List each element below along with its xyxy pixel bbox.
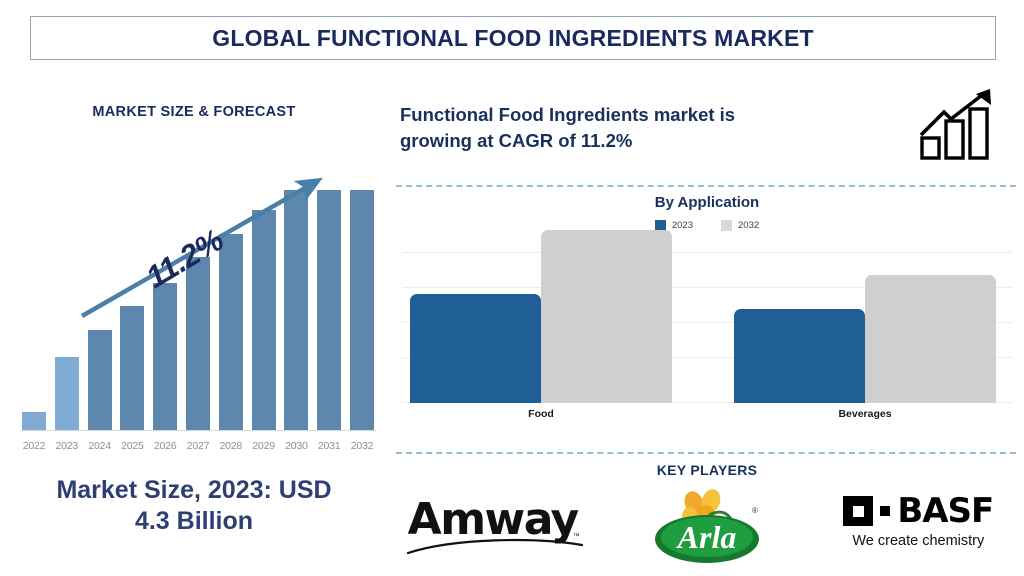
basf-tagline: We create chemistry (852, 533, 985, 549)
year-label: 2030 (285, 440, 308, 452)
bar-2023 (54, 357, 79, 430)
legend-label: 2032 (738, 220, 760, 231)
basf-mark-row: BASF (843, 491, 994, 531)
bar-2022 (22, 412, 46, 430)
amway-logo-icon: Amway ™ (406, 494, 586, 560)
grid-line (402, 252, 1012, 253)
cagr-headline-line-1: Functional Food Ingredients market is (400, 104, 736, 125)
basf-wordmark: BASF (897, 491, 994, 531)
bar-column (284, 190, 309, 430)
legend-label: 2023 (671, 220, 693, 231)
bar-2025 (120, 306, 145, 430)
year-label: 2024 (88, 440, 111, 452)
year-label: 2029 (252, 440, 275, 452)
year-label: 2025 (121, 440, 144, 452)
arla-mark-icon: Arla ® (654, 489, 759, 563)
arla-registered-mark: ® (752, 506, 758, 515)
bar-2024 (87, 330, 112, 430)
legend-swatch-icon (654, 220, 666, 231)
cagr-headline-line-2: growing at CAGR of 11.2% (400, 129, 633, 151)
bar-2029 (251, 210, 276, 430)
growth-bar-chart-arrow-icon (919, 89, 991, 160)
market-size-value: Market Size, 2023: USD 4.3 Billion (0, 475, 388, 536)
market-size-line-2: 4.3 Billion (134, 506, 254, 535)
basf-logo-icon: BASF We create chemistry (828, 494, 1008, 560)
bar-2026 (153, 283, 178, 430)
category-label-beverages: Beverages (838, 408, 892, 420)
arla-logo-icon: Arla ® (647, 487, 767, 567)
market-size-forecast-chart: 2022 2023 2024 2025 2026 2027 2028 2029 … (12, 170, 380, 460)
svg-text:Arla: Arla (676, 519, 737, 555)
logo-arla: Arla ® (601, 482, 812, 572)
bar-2028 (218, 234, 243, 430)
legend-item-2023: 2023 (654, 220, 693, 231)
basf-square-icon (843, 496, 874, 526)
bar-column (218, 190, 243, 430)
year-label: 2027 (186, 440, 210, 452)
bar-column (349, 190, 374, 430)
page-title-box: GLOBAL FUNCTIONAL FOOD INGREDIENTS MARKE… (30, 16, 996, 60)
key-players-logos: Amway ™ (390, 482, 1024, 572)
bar-group-food (410, 230, 672, 403)
bar-column (120, 190, 145, 430)
year-label: 2032 (350, 440, 374, 452)
year-label: 2031 (317, 440, 341, 452)
year-label: 2026 (153, 440, 177, 452)
forecast-bars (22, 190, 374, 430)
year-label: 2028 (219, 440, 243, 452)
bar-2027 (185, 257, 210, 430)
bar-beverages-2032 (865, 275, 996, 403)
divider-bottom (396, 452, 1016, 454)
bar-2032 (349, 190, 374, 430)
chart-baseline (20, 430, 376, 431)
bar-2030 (284, 190, 309, 430)
year-label: 2023 (55, 440, 79, 452)
market-size-forecast-panel: MARKET SIZE & FORECAST 2022 2023 2024 (0, 70, 388, 576)
legend-swatch-icon (721, 220, 732, 231)
cagr-headline: Functional Food Ingredients market is gr… (400, 102, 870, 153)
market-size-forecast-heading: MARKET SIZE & FORECAST (92, 104, 296, 120)
bar-column (153, 190, 178, 430)
logo-amway: Amway ™ (390, 482, 601, 572)
year-label: 2022 (22, 440, 46, 452)
amway-wordmark: Amway (407, 494, 580, 545)
amway-swoosh-icon (406, 538, 583, 555)
by-application-title: By Application (654, 194, 760, 211)
divider-top (396, 185, 1016, 187)
grid-line-baseline (402, 402, 1012, 403)
key-players-title: KEY PLAYERS (656, 462, 758, 478)
grid-line (402, 357, 1012, 358)
market-size-line-1: Market Size, 2023: USD (56, 476, 332, 504)
grid-line (402, 322, 1012, 323)
page-title: GLOBAL FUNCTIONAL FOOD INGREDIENTS MARKE… (212, 24, 814, 51)
bar-groups (402, 230, 1012, 403)
right-panel: Functional Food Ingredients market is gr… (390, 70, 1024, 576)
bar-group-beverages (734, 240, 996, 403)
year-axis-labels: 2022 2023 2024 2025 2026 2027 2028 2029 … (22, 440, 374, 452)
bar-2031 (317, 190, 342, 430)
basf-dot-icon (880, 506, 891, 516)
bar-column (54, 190, 79, 430)
amway-trademark: ™ (572, 533, 580, 540)
category-label-food: Food (528, 408, 554, 420)
grid-line (402, 287, 1012, 288)
logo-basf: BASF We create chemistry (813, 482, 1024, 572)
by-application-chart: Food Beverages (402, 230, 1012, 425)
bar-food-2023 (410, 294, 541, 403)
legend-item-2032: 2032 (721, 220, 759, 231)
bar-column (317, 190, 342, 430)
bar-column (22, 190, 46, 430)
bar-food-2032 (541, 230, 672, 403)
bar-column (251, 190, 276, 430)
chart-legend: 2023 2032 (390, 220, 1024, 231)
bar-column (87, 190, 112, 430)
bar-beverages-2023 (734, 309, 865, 403)
